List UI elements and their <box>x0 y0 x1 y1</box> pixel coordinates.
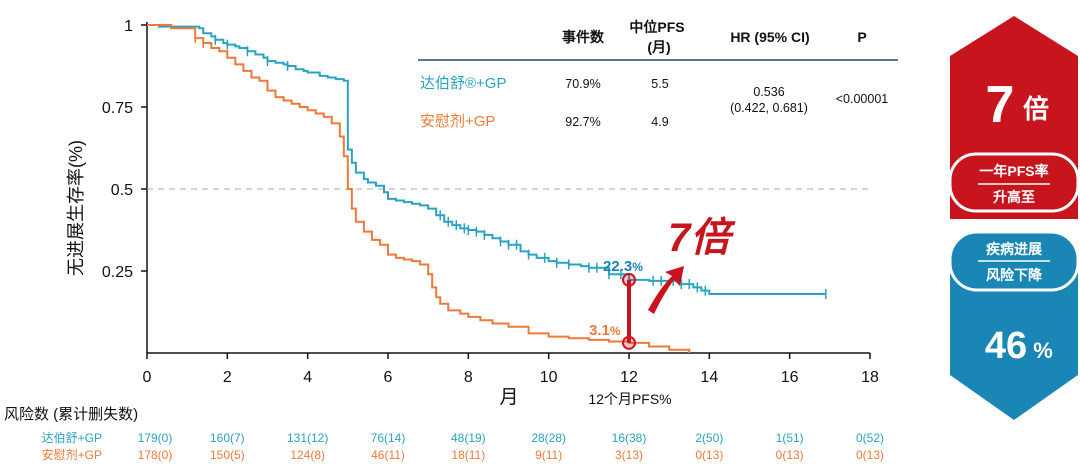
x-axis-note: 12个月PFS% <box>588 391 671 407</box>
y-ticks: 0.25 0.5 0.75 1 <box>102 18 147 281</box>
risk-value: 150(5) <box>210 448 245 462</box>
row-name-a: 达伯舒®+GP <box>420 75 507 92</box>
risk-table-title: 风险数 (累计删失数) <box>4 406 138 423</box>
badge-top-line1: 一年PFS率 <box>979 163 1048 179</box>
risk-value: 178(0) <box>138 448 173 462</box>
badge-top-line2: 升高至 <box>993 189 1035 205</box>
km-curves <box>147 24 827 353</box>
annotation-label-a: 22.3% <box>603 258 643 275</box>
table-head-median: 中位PFS <box>629 19 684 35</box>
x-tick-label: 12 <box>620 369 638 386</box>
risk-value: 179(0) <box>138 431 173 445</box>
annotation-dot-b <box>622 335 636 350</box>
y-tick-label: 0.75 <box>102 100 133 117</box>
badge-bottom-unit: % <box>1033 338 1053 363</box>
y-tick-label: 0.25 <box>102 264 133 281</box>
annotation-group: 22.3% 3.1% 7倍 <box>589 216 736 350</box>
x-ticks: 0 2 4 6 8 10 12 14 16 18 <box>143 353 879 386</box>
badge-bottom: 疾病进展 风险下降 46 % <box>948 230 1080 420</box>
risk-value: 160(7) <box>210 431 245 445</box>
row-b-events: 92.7% <box>565 115 600 129</box>
x-tick-label: 14 <box>700 369 718 386</box>
risk-row-name-b: 安慰剂+GP <box>42 447 102 462</box>
series-line-placebo <box>147 24 691 353</box>
annotation-dot-a <box>622 272 636 287</box>
row-a-events: 70.9% <box>565 77 600 91</box>
badge-bottom-line2: 风险下降 <box>986 267 1043 283</box>
risk-value: 2(50) <box>695 431 723 445</box>
table-head-median-unit: (月) <box>647 39 670 55</box>
hr-value: 0.536 <box>753 85 784 99</box>
risk-value: 0(13) <box>695 448 723 462</box>
risk-value: 124(8) <box>290 448 325 462</box>
table-head-events: 事件数 <box>562 29 605 45</box>
annotation-value-a: 22.3 <box>603 258 632 275</box>
risk-value: 48(19) <box>451 431 486 445</box>
fold-arrow <box>648 266 684 314</box>
risk-value: 9(11) <box>535 448 562 462</box>
badge-top: 7 倍 一年PFS率 升高至 <box>948 16 1080 219</box>
annotation-value-b: 3.1 <box>589 322 610 339</box>
badge-bottom-line1: 疾病进展 <box>986 241 1042 257</box>
x-tick-label: 2 <box>223 369 232 386</box>
x-tick-label: 8 <box>464 369 473 386</box>
y-axis-label: 无进展生存率(%) <box>66 140 86 276</box>
risk-value: 0(13) <box>856 448 884 462</box>
x-tick-label: 10 <box>540 369 558 386</box>
badge-top-pill <box>948 152 1080 213</box>
hr-ci: (0.422, 0.681) <box>730 101 808 115</box>
risk-value: 18(11) <box>451 448 485 462</box>
annotation-unit-b: % <box>610 324 621 338</box>
risk-table: 风险数 (累计删失数) 达伯舒+GP 安慰剂+GP 179(0) 160(7) 13… <box>4 406 884 462</box>
annotation-label-b: 3.1% <box>589 322 621 339</box>
row-a-median: 5.5 <box>651 77 668 91</box>
badge-top-big: 7 <box>986 76 1015 134</box>
x-tick-label: 18 <box>861 369 879 386</box>
stats-table: 事件数 中位PFS (月) HR (95% CI) P 达伯舒®+GP 70.9… <box>418 19 898 130</box>
risk-value: 46(11) <box>371 448 405 462</box>
risk-value: 16(38) <box>612 431 647 445</box>
x-tick-label: 16 <box>781 369 799 386</box>
risk-value: 28(28) <box>531 431 566 445</box>
axes <box>146 22 870 354</box>
series-line-treatment <box>147 24 826 295</box>
risk-row-values-b: 178(0) 150(5) 124(8) 46(11) 18(11) 9(11) 3(13)… <box>138 448 884 462</box>
x-tick-label: 4 <box>303 369 312 386</box>
badge-bottom-shape <box>950 262 1078 420</box>
y-tick-label: 1 <box>124 18 133 35</box>
risk-value: 0(52) <box>856 431 884 445</box>
fold-label: 7倍 <box>668 216 736 260</box>
y-tick-label: 0.5 <box>111 182 133 199</box>
row-name-b: 安慰剂+GP <box>420 112 495 130</box>
annotation-unit-a: % <box>632 260 643 274</box>
badge-top-unit: 倍 <box>1023 94 1049 124</box>
risk-value: 1(51) <box>776 431 804 445</box>
x-tick-label: 0 <box>143 369 152 386</box>
p-value: <0.00001 <box>836 92 889 106</box>
risk-value: 3(13) <box>615 448 643 462</box>
risk-row-name-a: 达伯舒+GP <box>42 430 102 445</box>
risk-row-values-a: 179(0) 160(7) 131(12) 76(14) 48(19) 28(28) 16(… <box>138 431 884 445</box>
table-head-hr: HR (95% CI) <box>730 29 809 45</box>
risk-value: 131(12) <box>287 431 328 445</box>
x-axis-label: 月 <box>499 387 518 408</box>
badge-bottom-big: 46 <box>985 325 1027 367</box>
risk-value: 76(14) <box>371 431 406 445</box>
table-head-p: P <box>857 29 866 45</box>
x-tick-label: 6 <box>384 369 393 386</box>
risk-value: 0(13) <box>776 448 804 462</box>
row-b-median: 4.9 <box>651 115 668 129</box>
